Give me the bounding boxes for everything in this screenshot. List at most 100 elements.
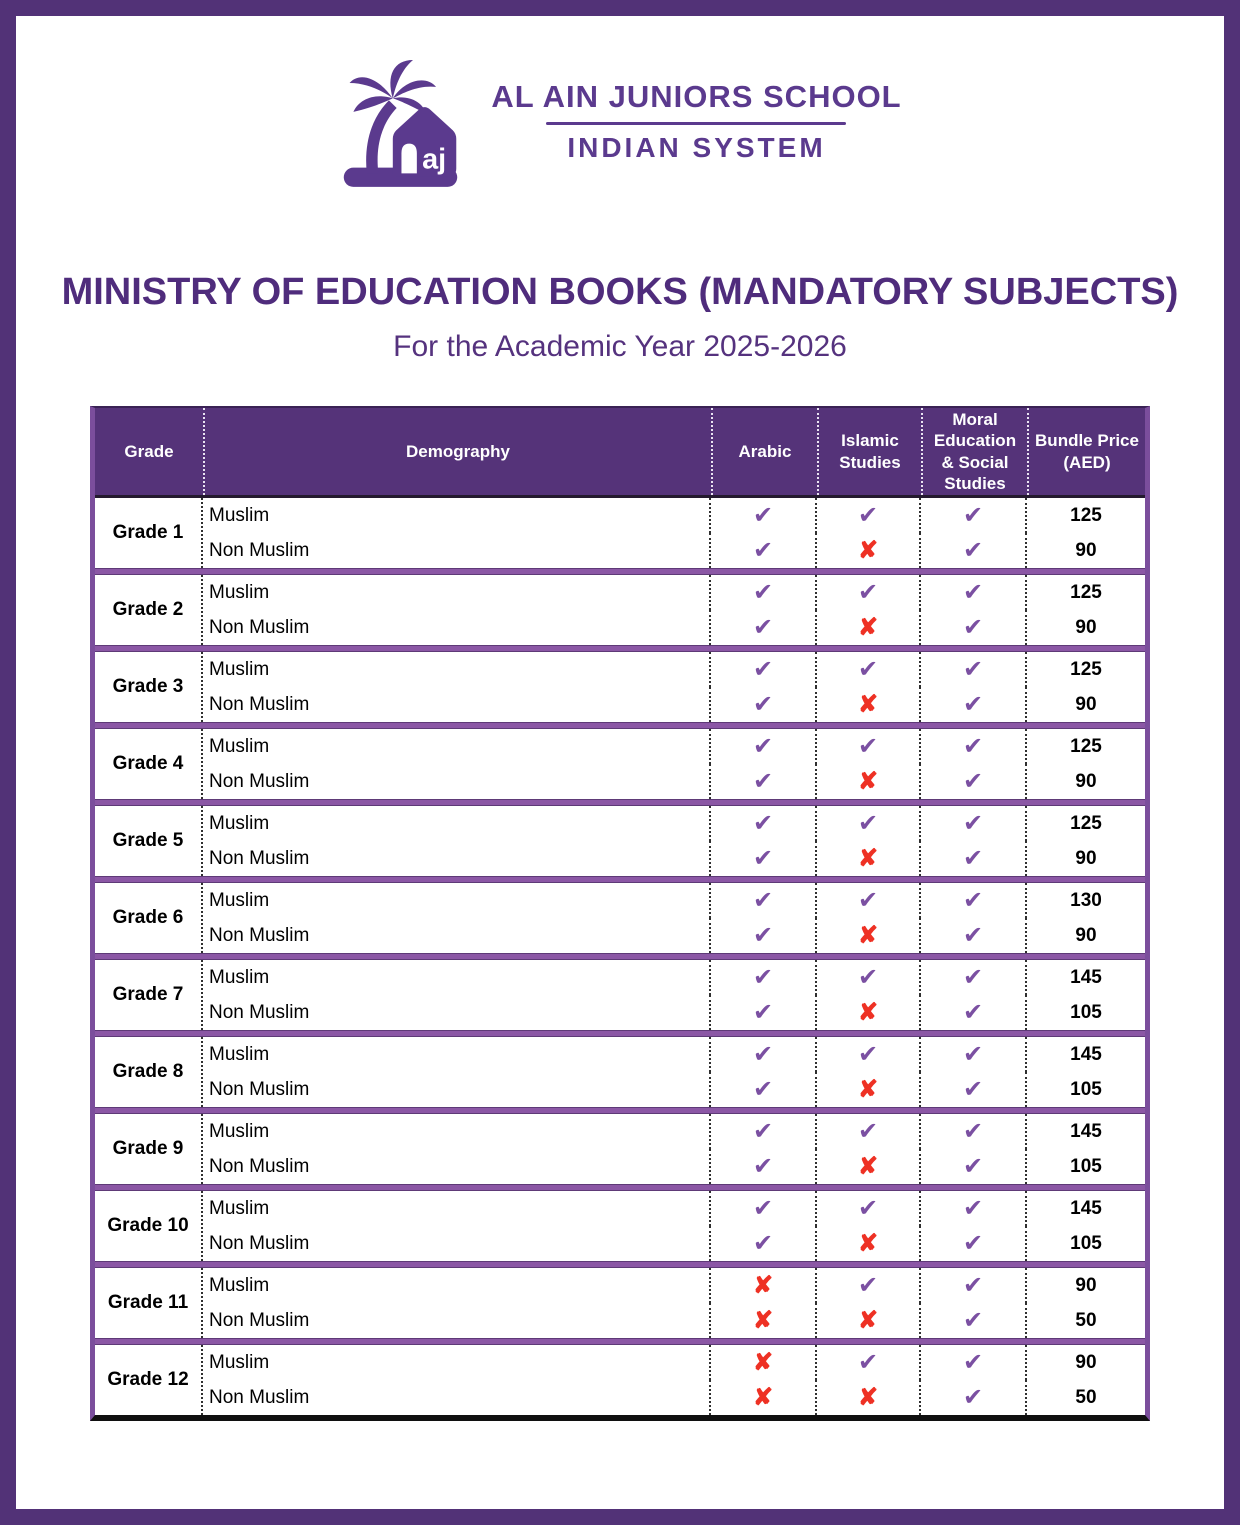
cross-icon: ✘ bbox=[857, 690, 879, 718]
check-icon: ✔ bbox=[752, 921, 774, 949]
arabic-cell: ✔ bbox=[709, 960, 815, 995]
demography-label: Muslim bbox=[209, 658, 270, 680]
demography-label: Muslim bbox=[209, 1120, 270, 1142]
demography-label: Non Muslim bbox=[209, 1001, 310, 1023]
check-icon: ✔ bbox=[962, 732, 984, 760]
column-header-islamic: Islamic Studies bbox=[817, 408, 921, 495]
check-icon: ✔ bbox=[752, 732, 774, 760]
price-cell: 50 bbox=[1025, 1303, 1145, 1338]
islamic-cell: ✔ bbox=[815, 806, 919, 841]
price-cell: 90 bbox=[1025, 687, 1145, 722]
table-row: Muslim ✔ ✔ ✔ 145 bbox=[203, 1037, 1145, 1072]
check-icon: ✔ bbox=[752, 613, 774, 641]
demography-label: Muslim bbox=[209, 812, 270, 834]
table-row: Muslim ✔ ✔ ✔ 125 bbox=[203, 498, 1145, 533]
islamic-cell: ✘ bbox=[815, 610, 919, 645]
price-cell: 125 bbox=[1025, 575, 1145, 610]
moral-cell: ✔ bbox=[919, 883, 1025, 918]
table-row: Non Muslim ✔ ✘ ✔ 105 bbox=[203, 1149, 1145, 1184]
price-cell: 125 bbox=[1025, 652, 1145, 687]
grade-cell: Grade 11 bbox=[95, 1268, 203, 1338]
grade-cell: Grade 12 bbox=[95, 1345, 203, 1415]
check-icon: ✔ bbox=[752, 1152, 774, 1180]
check-icon: ✔ bbox=[962, 613, 984, 641]
demography-label: Muslim bbox=[209, 966, 270, 988]
arabic-cell: ✔ bbox=[709, 575, 815, 610]
demography-label: Non Muslim bbox=[209, 1155, 310, 1177]
arabic-cell: ✔ bbox=[709, 1072, 815, 1107]
price-cell: 145 bbox=[1025, 960, 1145, 995]
grade-cell: Grade 1 bbox=[95, 498, 203, 568]
group-separator bbox=[95, 722, 1145, 729]
moral-cell: ✔ bbox=[919, 1037, 1025, 1072]
arabic-cell: ✔ bbox=[709, 1191, 815, 1226]
islamic-cell: ✔ bbox=[815, 1037, 919, 1072]
check-icon: ✔ bbox=[962, 1348, 984, 1376]
arabic-cell: ✔ bbox=[709, 498, 815, 533]
demography-label: Non Muslim bbox=[209, 616, 310, 638]
islamic-cell: ✘ bbox=[815, 1303, 919, 1338]
islamic-cell: ✘ bbox=[815, 687, 919, 722]
arabic-cell: ✔ bbox=[709, 687, 815, 722]
islamic-cell: ✔ bbox=[815, 498, 919, 533]
price-cell: 90 bbox=[1025, 610, 1145, 645]
cross-icon: ✘ bbox=[752, 1271, 774, 1299]
check-icon: ✔ bbox=[962, 1117, 984, 1145]
arabic-cell: ✔ bbox=[709, 883, 815, 918]
check-icon: ✔ bbox=[752, 886, 774, 914]
check-icon: ✔ bbox=[962, 536, 984, 564]
arabic-cell: ✔ bbox=[709, 1226, 815, 1261]
check-icon: ✔ bbox=[752, 578, 774, 606]
arabic-cell: ✔ bbox=[709, 1037, 815, 1072]
cross-icon: ✘ bbox=[752, 1306, 774, 1334]
check-icon: ✔ bbox=[962, 1152, 984, 1180]
arabic-cell: ✔ bbox=[709, 1149, 815, 1184]
table-header-row: Grade Demography Arabic Islamic Studies … bbox=[95, 408, 1145, 498]
islamic-cell: ✘ bbox=[815, 1380, 919, 1415]
demography-label: Muslim bbox=[209, 735, 270, 757]
cross-icon: ✘ bbox=[857, 1383, 879, 1411]
check-icon: ✔ bbox=[752, 809, 774, 837]
table-row: Muslim ✔ ✔ ✔ 130 bbox=[203, 883, 1145, 918]
check-icon: ✔ bbox=[962, 921, 984, 949]
islamic-cell: ✔ bbox=[815, 1268, 919, 1303]
check-icon: ✔ bbox=[857, 1271, 879, 1299]
group-separator bbox=[95, 568, 1145, 575]
check-icon: ✔ bbox=[857, 578, 879, 606]
demography-label: Non Muslim bbox=[209, 693, 310, 715]
moral-cell: ✔ bbox=[919, 1114, 1025, 1149]
logo-monogram-text: aj bbox=[422, 144, 446, 176]
moral-cell: ✔ bbox=[919, 918, 1025, 953]
moral-cell: ✔ bbox=[919, 687, 1025, 722]
table-row: Non Muslim ✘ ✘ ✔ 50 bbox=[203, 1303, 1145, 1338]
table-row: Non Muslim ✘ ✘ ✔ 50 bbox=[203, 1380, 1145, 1415]
islamic-cell: ✘ bbox=[815, 1226, 919, 1261]
arabic-cell: ✘ bbox=[709, 1345, 815, 1380]
check-icon: ✔ bbox=[752, 963, 774, 991]
check-icon: ✔ bbox=[962, 578, 984, 606]
grade-cell: Grade 9 bbox=[95, 1114, 203, 1184]
price-cell: 90 bbox=[1025, 841, 1145, 876]
moral-cell: ✔ bbox=[919, 533, 1025, 568]
grade-group: Grade 5 Muslim ✔ ✔ ✔ 125 Non Muslim ✔ ✘ … bbox=[95, 806, 1145, 876]
group-separator bbox=[95, 1107, 1145, 1114]
demography-label: Non Muslim bbox=[209, 924, 310, 946]
arabic-cell: ✔ bbox=[709, 610, 815, 645]
table-row: Non Muslim ✔ ✘ ✔ 90 bbox=[203, 918, 1145, 953]
check-icon: ✔ bbox=[857, 501, 879, 529]
grade-cell: Grade 7 bbox=[95, 960, 203, 1030]
arabic-cell: ✔ bbox=[709, 918, 815, 953]
books-table: Grade Demography Arabic Islamic Studies … bbox=[90, 406, 1150, 1421]
grade-group: Grade 7 Muslim ✔ ✔ ✔ 145 Non Muslim ✔ ✘ … bbox=[95, 960, 1145, 1030]
price-cell: 105 bbox=[1025, 1072, 1145, 1107]
cross-icon: ✘ bbox=[857, 998, 879, 1026]
price-cell: 145 bbox=[1025, 1191, 1145, 1226]
moral-cell: ✔ bbox=[919, 1149, 1025, 1184]
check-icon: ✔ bbox=[752, 690, 774, 718]
check-icon: ✔ bbox=[962, 963, 984, 991]
cross-icon: ✘ bbox=[857, 1075, 879, 1103]
check-icon: ✔ bbox=[962, 886, 984, 914]
cross-icon: ✘ bbox=[857, 613, 879, 641]
table-row: Non Muslim ✔ ✘ ✔ 105 bbox=[203, 995, 1145, 1030]
islamic-cell: ✔ bbox=[815, 1114, 919, 1149]
